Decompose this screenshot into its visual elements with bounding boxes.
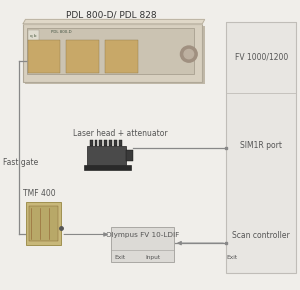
Circle shape (184, 50, 194, 59)
Text: PDL 800-D: PDL 800-D (52, 30, 72, 35)
FancyBboxPatch shape (105, 40, 138, 73)
FancyBboxPatch shape (26, 26, 205, 84)
Text: Laser head + attenuator: Laser head + attenuator (73, 129, 167, 138)
FancyBboxPatch shape (28, 40, 60, 73)
Text: Exit: Exit (115, 255, 126, 260)
FancyBboxPatch shape (119, 140, 122, 146)
FancyBboxPatch shape (99, 140, 102, 146)
FancyBboxPatch shape (87, 146, 126, 165)
FancyBboxPatch shape (114, 140, 117, 146)
Polygon shape (23, 19, 205, 24)
FancyBboxPatch shape (94, 140, 98, 146)
Text: Input: Input (146, 255, 160, 260)
FancyBboxPatch shape (27, 28, 194, 74)
FancyBboxPatch shape (23, 24, 202, 81)
Text: Exit: Exit (226, 255, 238, 260)
Circle shape (181, 46, 197, 62)
Text: SIM1R port: SIM1R port (240, 141, 282, 150)
Text: PDL 800-D/ PDL 828: PDL 800-D/ PDL 828 (66, 11, 157, 20)
FancyBboxPatch shape (84, 165, 130, 171)
Text: q b: q b (30, 35, 37, 39)
FancyBboxPatch shape (90, 140, 93, 146)
FancyBboxPatch shape (109, 140, 112, 146)
FancyBboxPatch shape (26, 202, 61, 244)
FancyBboxPatch shape (104, 140, 107, 146)
Text: TMF 400: TMF 400 (23, 189, 56, 198)
FancyBboxPatch shape (126, 151, 133, 161)
Text: FV 1000/1200: FV 1000/1200 (235, 53, 288, 62)
FancyBboxPatch shape (29, 206, 58, 241)
Text: Olympus FV 10-LDIF: Olympus FV 10-LDIF (106, 233, 179, 238)
FancyBboxPatch shape (28, 30, 39, 43)
FancyBboxPatch shape (226, 22, 296, 273)
Text: Fast gate: Fast gate (3, 158, 38, 167)
FancyBboxPatch shape (111, 227, 174, 262)
FancyBboxPatch shape (66, 40, 99, 73)
Text: Scan controller: Scan controller (232, 231, 290, 240)
